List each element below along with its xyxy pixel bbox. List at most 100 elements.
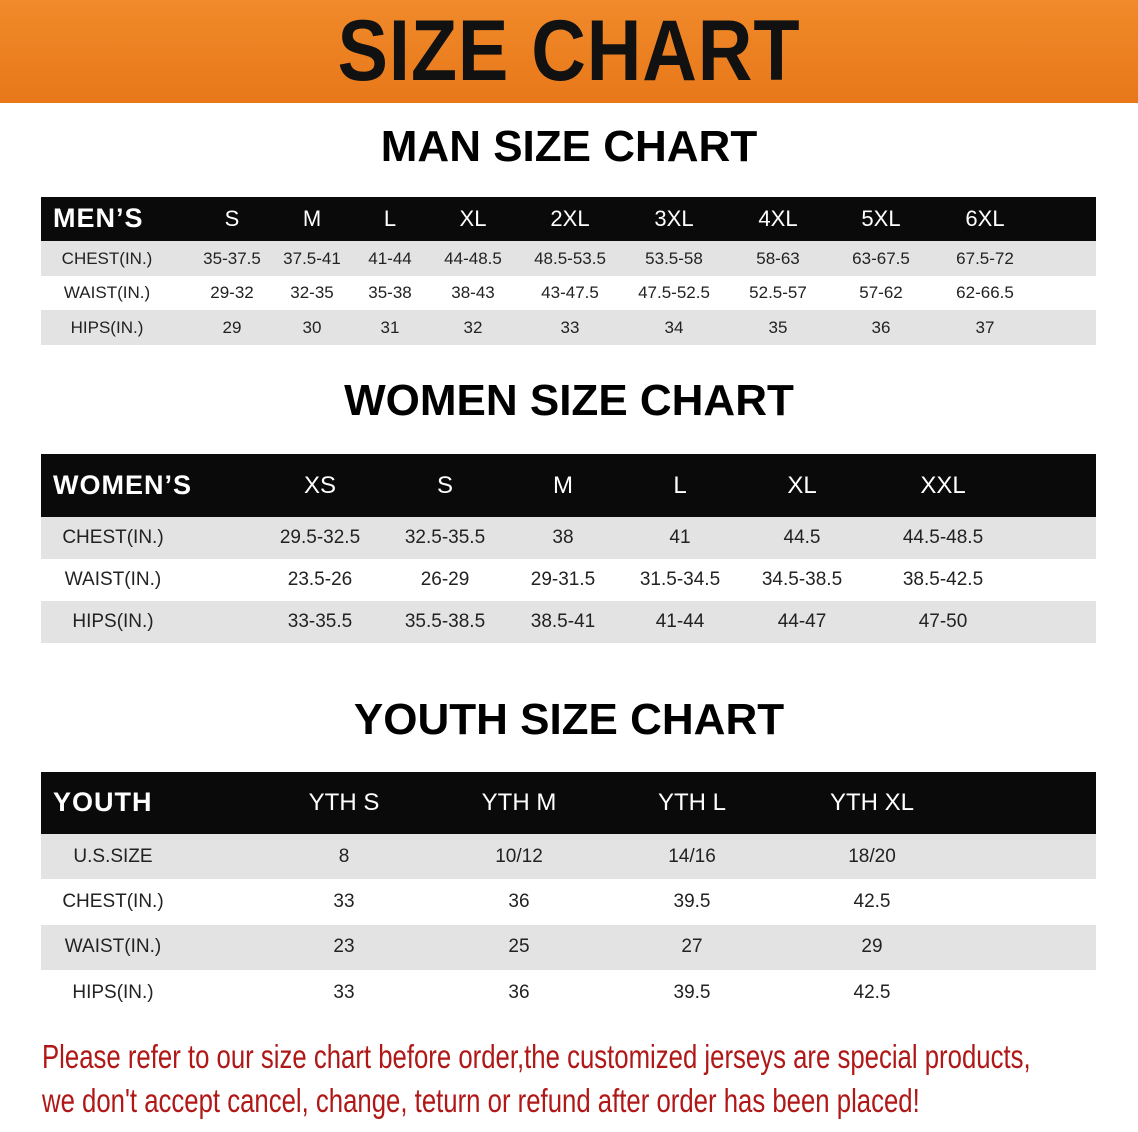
table-cell: 36 xyxy=(871,317,891,337)
men-size-table: MEN’S S M L XL 2XL 3XL 4XL 5XL 6XL CHEST(IN.) 35-37… xyxy=(41,197,1096,346)
table-cell: 42.5 xyxy=(853,891,891,913)
table-cell: 38-43 xyxy=(451,283,495,303)
table-cell: 47.5-52.5 xyxy=(638,283,710,303)
table-cell: 32-35 xyxy=(290,283,334,303)
table-cell: 18/20 xyxy=(848,845,896,867)
table-cell: 35-38 xyxy=(368,283,412,303)
table-cell: 33-35.5 xyxy=(287,611,353,633)
table-cell: 58-63 xyxy=(756,248,800,268)
table-cell: 35-37.5 xyxy=(203,248,261,268)
table-row: HIPS(IN.) 33-35.5 35.5-38.5 38.5-41 41-44 44-… xyxy=(41,601,1096,643)
youth-size-table: YOUTH YTH S YTH M YTH L YTH XL U.S.SIZE 8 10/12… xyxy=(41,772,1096,1015)
table-cell: 33 xyxy=(333,981,355,1003)
table-cell: 63-67.5 xyxy=(852,248,910,268)
table-cell: 41-44 xyxy=(655,611,705,633)
table-row: U.S.SIZE 8 10/12 14/16 18/20 xyxy=(41,834,1096,880)
row-label: HIPS(IN.) xyxy=(70,317,144,337)
row-label: HIPS(IN.) xyxy=(72,611,154,633)
table-cell: 29-31.5 xyxy=(530,569,596,591)
size-header: L xyxy=(673,471,687,499)
row-label: HIPS(IN.) xyxy=(72,981,154,1003)
size-header: M xyxy=(302,206,322,232)
size-header: XS xyxy=(303,471,337,499)
table-cell: 36 xyxy=(508,981,530,1003)
note-line-1: Please refer to our size chart before or… xyxy=(42,1038,1031,1075)
table-row: CHEST(IN.) 29.5-32.5 32.5-35.5 38 41 44.5 44.5… xyxy=(41,517,1096,559)
banner-title: SIZE CHART xyxy=(337,3,801,99)
table-row: WAIST(IN.) 29-32 32-35 35-38 38-43 43-47.5 47.… xyxy=(41,276,1096,311)
table-row: WAIST(IN.) 23 25 27 29 xyxy=(41,924,1096,970)
size-header: YTH S xyxy=(308,789,380,817)
size-header: S xyxy=(224,206,240,232)
table-cell: 29-32 xyxy=(210,283,254,303)
row-label: CHEST(IN.) xyxy=(61,248,153,268)
table-cell: 53.5-58 xyxy=(645,248,703,268)
table-cell: 48.5-53.5 xyxy=(534,248,606,268)
header-label: WOMEN’S xyxy=(53,469,192,500)
women-section-title: WOMEN SIZE CHART xyxy=(344,376,794,425)
size-header: XL xyxy=(459,206,487,232)
table-cell: 44.5-48.5 xyxy=(902,527,984,549)
size-header: 5XL xyxy=(861,206,901,232)
men-section-title: MAN SIZE CHART xyxy=(380,122,758,171)
size-header: S xyxy=(436,471,454,499)
table-cell: 27 xyxy=(681,936,703,958)
row-label: WAIST(IN.) xyxy=(64,936,162,958)
table-cell: 39.5 xyxy=(673,981,711,1003)
table-row: HIPS(IN.) 29 30 31 32 33 34 35 36 37 xyxy=(41,310,1096,346)
size-header: YTH XL xyxy=(829,789,915,817)
table-cell: 37.5-41 xyxy=(283,248,341,268)
table-cell: 35.5-38.5 xyxy=(404,611,486,633)
table-cell: 25 xyxy=(508,936,530,958)
table-cell: 39.5 xyxy=(673,891,711,913)
table-cell: 44.5 xyxy=(783,527,821,549)
size-header: YTH L xyxy=(657,789,727,817)
table-cell: 29.5-32.5 xyxy=(279,527,361,549)
women-table-header: WOMEN’S XS S M L XL XXL xyxy=(41,454,1096,517)
header-label: MEN’S xyxy=(53,203,144,234)
table-cell: 44-47 xyxy=(777,611,827,633)
table-cell: 38.5-42.5 xyxy=(902,569,984,591)
header-label: YOUTH xyxy=(53,787,153,818)
table-cell: 8 xyxy=(338,845,350,867)
table-cell: 43-47.5 xyxy=(541,283,599,303)
row-label: WAIST(IN.) xyxy=(63,283,151,303)
table-cell: 57-62 xyxy=(859,283,903,303)
table-cell: 38 xyxy=(552,527,574,549)
size-header: YTH M xyxy=(481,789,557,817)
note-line-2: we don't accept cancel, change, teturn o… xyxy=(42,1082,920,1119)
table-cell: 44-48.5 xyxy=(444,248,502,268)
table-cell: 10/12 xyxy=(495,845,543,867)
size-header: M xyxy=(553,471,573,499)
table-cell: 33 xyxy=(333,891,355,913)
men-table-header: MEN’S S M L XL 2XL 3XL 4XL 5XL 6XL xyxy=(41,197,1096,241)
size-header: 3XL xyxy=(654,206,694,232)
table-row: HIPS(IN.) 33 36 39.5 42.5 xyxy=(41,970,1096,1015)
table-cell: 52.5-57 xyxy=(749,283,807,303)
table-cell: 23.5-26 xyxy=(287,569,353,591)
size-header: XL xyxy=(787,471,817,499)
table-cell: 30 xyxy=(302,317,322,337)
table-cell: 62-66.5 xyxy=(956,283,1014,303)
table-cell: 42.5 xyxy=(853,981,891,1003)
women-size-table: WOMEN’S XS S M L XL XXL CHEST(IN.) 29.5-32.5 32.5… xyxy=(41,454,1096,643)
table-cell: 23 xyxy=(333,936,355,958)
size-header: 2XL xyxy=(550,206,590,232)
youth-table-header: YOUTH YTH S YTH M YTH L YTH XL xyxy=(41,772,1096,834)
table-cell: 31.5-34.5 xyxy=(639,569,721,591)
table-cell: 41 xyxy=(669,527,691,549)
table-cell: 26-29 xyxy=(420,569,470,591)
size-header: XXL xyxy=(920,471,966,499)
table-cell: 32 xyxy=(463,317,483,337)
table-cell: 33 xyxy=(560,317,580,337)
table-cell: 34.5-38.5 xyxy=(761,569,843,591)
table-cell: 31 xyxy=(380,317,400,337)
row-label: CHEST(IN.) xyxy=(62,891,164,913)
table-cell: 34 xyxy=(664,317,684,337)
table-row: CHEST(IN.) 33 36 39.5 42.5 xyxy=(41,879,1096,924)
youth-section-title: YOUTH SIZE CHART xyxy=(353,695,785,744)
row-label: CHEST(IN.) xyxy=(62,527,164,549)
table-cell: 37 xyxy=(975,317,995,337)
size-header: 6XL xyxy=(965,206,1005,232)
size-header: L xyxy=(383,206,397,232)
